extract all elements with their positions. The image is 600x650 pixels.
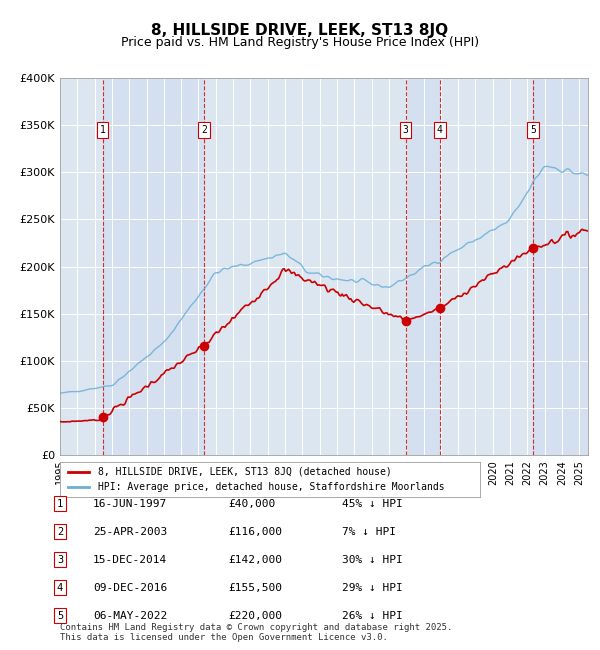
Bar [533,78,588,455]
Bar [406,78,440,455]
Text: 8, HILLSIDE DRIVE, LEEK, ST13 8JQ (detached house): 8, HILLSIDE DRIVE, LEEK, ST13 8JQ (detac… [98,467,392,476]
Text: 3: 3 [57,554,63,565]
Text: 15-DEC-2014: 15-DEC-2014 [93,554,167,565]
Text: £116,000: £116,000 [228,526,282,537]
Text: 2: 2 [201,125,207,135]
Text: 30% ↓ HPI: 30% ↓ HPI [342,554,403,565]
Text: HPI: Average price, detached house, Staffordshire Moorlands: HPI: Average price, detached house, Staf… [98,482,445,492]
Text: Price paid vs. HM Land Registry's House Price Index (HPI): Price paid vs. HM Land Registry's House … [121,36,479,49]
Text: 5: 5 [530,125,536,135]
Text: 7% ↓ HPI: 7% ↓ HPI [342,526,396,537]
Bar [103,78,204,455]
Text: 5: 5 [57,610,63,621]
Text: 29% ↓ HPI: 29% ↓ HPI [342,582,403,593]
Text: 25-APR-2003: 25-APR-2003 [93,526,167,537]
Text: Contains HM Land Registry data © Crown copyright and database right 2025.
This d: Contains HM Land Registry data © Crown c… [60,623,452,642]
Text: 06-MAY-2022: 06-MAY-2022 [93,610,167,621]
Text: 1: 1 [100,125,106,135]
Text: 16-JUN-1997: 16-JUN-1997 [93,499,167,509]
Text: 4: 4 [437,125,443,135]
Text: £155,500: £155,500 [228,582,282,593]
Text: 4: 4 [57,582,63,593]
Text: 09-DEC-2016: 09-DEC-2016 [93,582,167,593]
Text: 8, HILLSIDE DRIVE, LEEK, ST13 8JQ: 8, HILLSIDE DRIVE, LEEK, ST13 8JQ [151,23,449,38]
Text: 45% ↓ HPI: 45% ↓ HPI [342,499,403,509]
Text: 26% ↓ HPI: 26% ↓ HPI [342,610,403,621]
Text: £142,000: £142,000 [228,554,282,565]
Text: £40,000: £40,000 [228,499,275,509]
Text: 1: 1 [57,499,63,509]
Text: 3: 3 [403,125,409,135]
Text: £220,000: £220,000 [228,610,282,621]
Text: 2: 2 [57,526,63,537]
